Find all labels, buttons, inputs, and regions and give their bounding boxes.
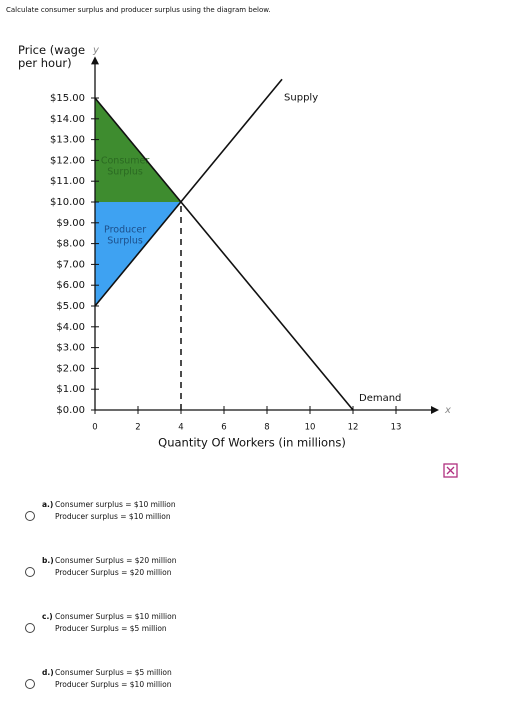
y-tick-label: $10.00 bbox=[50, 197, 85, 208]
x-tick-label: 4 bbox=[178, 423, 183, 433]
y-tick-label: $2.00 bbox=[56, 363, 85, 374]
y-tick-label: $9.00 bbox=[56, 218, 85, 229]
y-tick-label: $0.00 bbox=[56, 405, 85, 416]
question: Calculate consumer surplus and producer … bbox=[6, 6, 271, 14]
y-tick-label: $1.00 bbox=[56, 384, 85, 395]
option-letter: a.) bbox=[42, 500, 53, 509]
x-tick-label: 10 bbox=[305, 423, 316, 433]
expand-icon[interactable] bbox=[443, 463, 458, 478]
x-axis-symbol: x bbox=[444, 405, 451, 416]
radio-button[interactable] bbox=[25, 623, 35, 633]
x-tick-label: 8 bbox=[264, 423, 269, 433]
y-tick-label: $3.00 bbox=[56, 343, 85, 354]
curve-label: Supply bbox=[284, 92, 318, 103]
y-tick-label: $11.00 bbox=[50, 176, 85, 187]
y-tick-label: $8.00 bbox=[56, 239, 85, 250]
curve bbox=[94, 97, 354, 411]
area-label: Producer Surplus bbox=[104, 224, 146, 246]
y-tick-label: $13.00 bbox=[50, 135, 85, 146]
option-letter: c.) bbox=[42, 612, 53, 621]
area-label: Consumer Surplus bbox=[101, 155, 150, 177]
y-axis-label: Price (wage per hour) bbox=[18, 43, 85, 70]
option-letter: b.) bbox=[42, 556, 54, 565]
radio-button[interactable] bbox=[25, 567, 35, 577]
x-tick-label: 12 bbox=[348, 423, 359, 433]
option-text: Consumer Surplus = $20 million bbox=[55, 556, 177, 565]
y-tick-label: $12.00 bbox=[50, 155, 85, 166]
y-tick-label: $14.00 bbox=[50, 114, 85, 125]
curve bbox=[94, 78, 283, 307]
curve-label: Demand bbox=[359, 393, 401, 404]
y-arrow bbox=[91, 56, 99, 65]
x-arrow bbox=[431, 406, 439, 414]
option-text: Consumer Surplus = $5 million bbox=[55, 668, 172, 677]
option-text: Consumer Surplus = $10 million bbox=[55, 612, 177, 621]
x-tick-label: 0 bbox=[92, 423, 97, 433]
y-tick-label: $15.00 bbox=[50, 93, 85, 104]
y-tick-label: $7.00 bbox=[56, 259, 85, 270]
y-tick-label: $4.00 bbox=[56, 322, 85, 333]
x-axis-label: Quantity Of Workers (in millions) bbox=[158, 436, 346, 450]
x-tick-label: 13 bbox=[391, 423, 402, 433]
y-axis-symbol: y bbox=[92, 45, 100, 56]
radio-button[interactable] bbox=[25, 511, 35, 521]
y-tick-label: $6.00 bbox=[56, 280, 85, 291]
y-tick-label: $5.00 bbox=[56, 301, 85, 312]
radio-button[interactable] bbox=[25, 679, 35, 689]
x-tick-label: 6 bbox=[221, 423, 226, 433]
option-text: Producer surplus = $10 million bbox=[55, 512, 171, 521]
option-text: Producer Surplus = $5 million bbox=[55, 624, 167, 633]
option-letter: d.) bbox=[42, 668, 54, 677]
option-text: Consumer surplus = $10 million bbox=[55, 500, 176, 509]
x-tick-label: 2 bbox=[135, 423, 140, 433]
option-text: Producer Surplus = $10 million bbox=[55, 680, 172, 689]
option-text: Producer Surplus = $20 million bbox=[55, 568, 172, 577]
